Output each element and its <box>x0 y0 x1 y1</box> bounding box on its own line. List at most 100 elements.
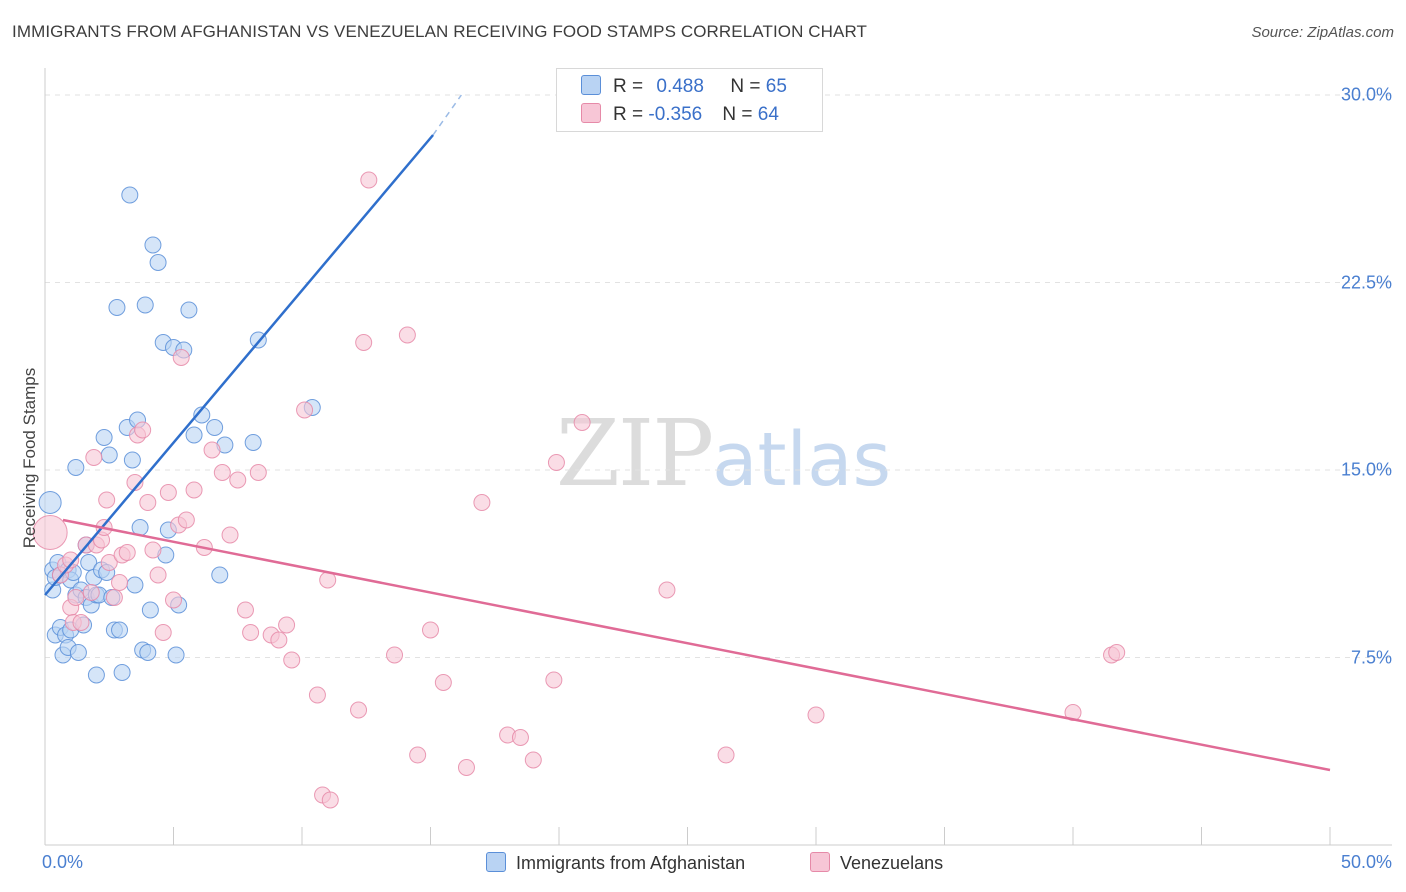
legend-row-afghanistan: R = 0.488 N = 65 <box>581 75 787 98</box>
afghanistan-point <box>144 236 162 254</box>
afghanistan-point <box>123 451 141 469</box>
venezuelan-point <box>165 591 182 609</box>
venezuelan-point <box>524 751 542 769</box>
venezuelan-point <box>134 421 152 439</box>
venezuelan-point <box>386 646 404 664</box>
venezuelan-point <box>72 614 90 631</box>
x-tick-label-max: 50.0% <box>1340 852 1392 872</box>
source-label: Source: ZipAtlas.com <box>1251 24 1394 41</box>
venezuelans-swatch <box>581 103 601 123</box>
venezuelan-point <box>154 624 172 641</box>
venezuelan-point <box>144 541 162 559</box>
afghanistan-point <box>100 446 118 464</box>
afghanistan-point <box>95 429 113 446</box>
venezuelan-point <box>249 464 267 481</box>
venezuelans-legend-swatch <box>810 852 830 872</box>
afghanistan-point <box>193 406 211 424</box>
venezuelan-point <box>355 334 373 351</box>
venezuelan-point <box>126 474 144 491</box>
venezuelan-point <box>409 746 427 764</box>
afghanistan-point <box>206 419 224 436</box>
venezuelan-point <box>422 621 439 639</box>
venezuelans-legend-label: Venezuelans <box>840 853 944 873</box>
afghanistan-point <box>141 601 159 619</box>
afghanistan-point <box>87 666 105 684</box>
afghanistan-point <box>111 621 129 639</box>
venezuelan-point <box>229 471 247 489</box>
chart-title: IMMIGRANTS FROM AFGHANISTAN VS VENEZUELA… <box>12 22 868 41</box>
venezuelan-point <box>278 616 296 634</box>
venezuelan-point <box>511 729 529 746</box>
legend-n-label: N = <box>730 76 766 97</box>
afghanistan-point <box>38 491 62 514</box>
venezuelan-point <box>717 746 735 764</box>
venezuelan-point <box>203 441 221 459</box>
venezuelan-point <box>547 454 565 471</box>
y-axis-label: Receiving Food Stamps <box>20 367 39 549</box>
venezuelan-point <box>98 491 116 509</box>
venezuelan-point <box>434 674 452 691</box>
afghanistan-swatch <box>581 75 601 95</box>
venezuelan-point <box>100 554 118 571</box>
venezuelan-point <box>67 589 85 606</box>
legend-n-value: 64 <box>757 104 779 125</box>
venezuelan-point <box>296 401 314 419</box>
bottom-legend-afghanistan: Immigrants from Afghanistan <box>486 852 745 874</box>
afghanistan-point <box>121 186 139 204</box>
venezuelan-point <box>360 171 378 189</box>
venezuelan-point <box>149 566 167 584</box>
venezuelan-point <box>242 624 260 641</box>
correlation-legend: R = 0.488 N = 65 R = -0.356 N = 64 <box>556 68 823 132</box>
afghanistan-point <box>211 566 229 584</box>
legend-r-value: 0.488 <box>656 76 704 97</box>
legend-n-value: 65 <box>765 76 787 97</box>
venezuelan-point <box>177 511 195 529</box>
y-tick-label: 30.0% <box>1340 84 1392 105</box>
afghanistan-point <box>108 299 126 316</box>
afghanistan-point <box>69 644 87 661</box>
venezuelan-point <box>236 601 254 619</box>
venezuelan-point <box>111 574 129 591</box>
venezuelan-point <box>118 544 136 561</box>
venezuelan-point <box>185 481 203 499</box>
legend-r-label: R = <box>613 76 649 97</box>
venezuelan-point <box>807 706 825 724</box>
afghanistan-point <box>136 296 154 314</box>
x-tick-label-min: 0.0% <box>42 852 84 872</box>
watermark-atlas: atlas <box>712 417 891 503</box>
afghanistan-point <box>126 576 144 594</box>
venezuelan-point <box>213 464 231 481</box>
venezuelan-point <box>658 581 676 599</box>
venezuelan-point <box>545 671 563 689</box>
venezuelan-trend-line <box>62 518 1331 772</box>
afghanistan-point <box>139 644 157 661</box>
afghanistan-point <box>180 301 198 319</box>
y-tick-label: 15.0% <box>1340 459 1392 480</box>
afghanistan-trend-extension <box>432 94 462 136</box>
legend-n-label: N = <box>722 104 758 125</box>
venezuelan-point <box>85 449 103 466</box>
afghanistan-point <box>167 646 185 664</box>
legend-row-venezuelans: R = -0.356 N = 64 <box>581 103 779 126</box>
legend-r-value: -0.356 <box>648 104 703 125</box>
afghanistan-point <box>244 434 262 451</box>
venezuelan-point <box>283 651 301 669</box>
venezuelan-point <box>350 701 368 719</box>
venezuelan-point <box>457 759 475 776</box>
y-tick-label: 7.5% <box>1350 647 1392 667</box>
venezuelan-point <box>172 349 190 366</box>
venezuelan-point <box>139 494 157 511</box>
afghanistan-point <box>67 459 85 476</box>
venezuelan-point <box>159 484 177 501</box>
bottom-legend-venezuelans: Venezuelans <box>810 852 943 874</box>
legend-r-label: R = <box>613 104 649 125</box>
zipatlas-watermark: ZIPatlas <box>556 400 891 507</box>
venezuelan-point <box>573 414 591 431</box>
afghanistan-legend-swatch <box>486 852 506 872</box>
afghanistan-point <box>113 664 131 681</box>
afghanistan-point <box>149 254 167 271</box>
afghanistan-point <box>80 554 98 571</box>
venezuelan-point <box>321 791 339 809</box>
venezuelan-point <box>308 686 326 704</box>
